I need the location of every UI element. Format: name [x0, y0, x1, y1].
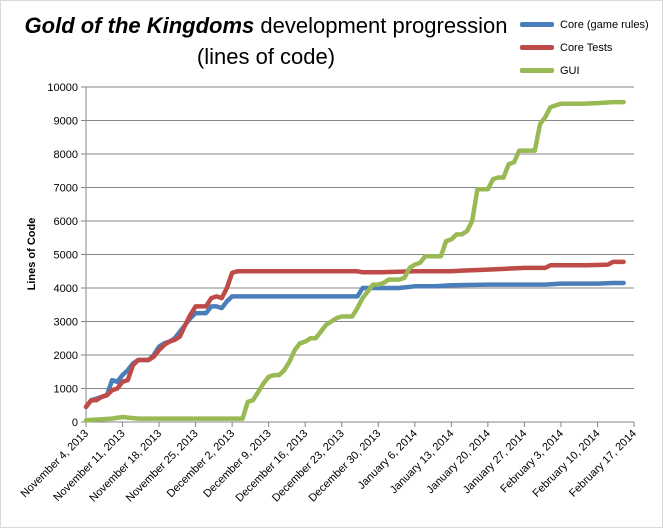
legend-item-core: Core (game rules) [520, 13, 649, 36]
y-tick-label-2000: 2000 [54, 350, 78, 362]
series-line-core-game-rules [83, 280, 626, 410]
axes [81, 86, 635, 427]
x-tick-label-2014-01-27: January 27, 2014 [461, 428, 530, 497]
chart-title-line-1: Gold of the Kingdoms development progres… [1, 13, 531, 39]
x-tick-label-2014-01-20: January 20, 2014 [424, 428, 493, 497]
legend-item-core-tests: Core Tests [520, 36, 649, 59]
y-tick-label-10000: 10000 [47, 82, 78, 94]
legend-swatch-core-tests [520, 45, 554, 50]
y-tick-label-6000: 6000 [54, 216, 78, 228]
y-tick-label-4000: 4000 [54, 283, 78, 295]
legend: Core (game rules) Core Tests GUI [520, 13, 649, 82]
x-tick-label-2013-12-09: December 9, 2013 [201, 428, 273, 500]
legend-label-core: Core (game rules) [560, 18, 649, 31]
legend-label-core-tests: Core Tests [560, 41, 613, 54]
y-tick-label-9000: 9000 [54, 116, 78, 128]
y-tick-label-7000: 7000 [54, 183, 78, 195]
y-tick-label-5000: 5000 [54, 250, 78, 262]
y-tick-label-8000: 8000 [54, 149, 78, 161]
series-line-gui [83, 99, 626, 423]
series-lines [83, 99, 626, 423]
y-tick-labels: 0 1000 2000 3000 4000 5000 6000 7000 8000 9000 100… [47, 82, 78, 429]
x-tick-label-2014-02-10: February 10, 2014 [531, 428, 603, 500]
series-line-core-tests [83, 259, 626, 410]
y-tick-label-3000: 3000 [54, 317, 78, 329]
x-tick-label-2014-02-03: February 3, 2014 [498, 428, 566, 496]
chart-title-game-name: Gold of the Kingdoms [24, 13, 255, 38]
y-tick-label-0: 0 [72, 417, 78, 429]
legend-label-gui: GUI [560, 64, 580, 77]
chart-title-line-2: (lines of code) [196, 44, 336, 69]
gridlines [86, 86, 634, 389]
x-tick-label-2013-11-04: November 4, 2013 [19, 428, 91, 500]
x-tick-label-2013-12-02: December 2, 2013 [165, 428, 237, 500]
chart-title-rest: development progression [254, 13, 508, 38]
legend-swatch-core [520, 22, 554, 27]
x-tick-label-2014-02-17: February 17, 2014 [567, 428, 639, 500]
legend-swatch-gui [520, 68, 554, 73]
y-tick-label-1000: 1000 [54, 384, 78, 396]
x-tick-label-2014-01-13: January 13, 2014 [388, 428, 457, 497]
legend-item-gui: GUI [520, 59, 649, 82]
